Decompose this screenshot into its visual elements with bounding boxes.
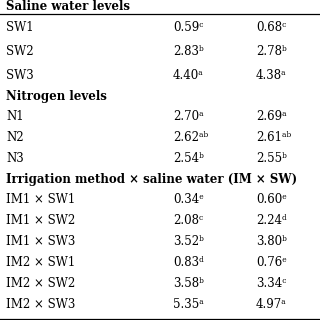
Text: IM2 × SW2: IM2 × SW2: [6, 277, 76, 291]
Text: IM1 × SW3: IM1 × SW3: [6, 236, 76, 248]
Text: 4.40ᵃ: 4.40ᵃ: [173, 69, 204, 83]
Text: 3.34ᶜ: 3.34ᶜ: [256, 277, 286, 291]
Text: 2.54ᵇ: 2.54ᵇ: [173, 152, 204, 165]
Text: N1: N1: [6, 110, 24, 124]
Text: 3.80ᵇ: 3.80ᵇ: [256, 236, 287, 248]
Text: 0.76ᵉ: 0.76ᵉ: [256, 256, 287, 269]
Text: N3: N3: [6, 152, 24, 165]
Text: Nitrogen levels: Nitrogen levels: [6, 91, 107, 103]
Text: 4.38ᵃ: 4.38ᵃ: [256, 69, 287, 83]
Text: SW2: SW2: [6, 45, 34, 58]
Text: IM1 × SW2: IM1 × SW2: [6, 214, 76, 228]
Text: Irrigation method × saline water (IM × SW): Irrigation method × saline water (IM × S…: [6, 173, 298, 187]
Text: IM2 × SW3: IM2 × SW3: [6, 299, 76, 311]
Text: IM1 × SW1: IM1 × SW1: [6, 194, 76, 206]
Text: 2.55ᵇ: 2.55ᵇ: [256, 152, 287, 165]
Text: N2: N2: [6, 132, 24, 144]
Text: 0.34ᵉ: 0.34ᵉ: [173, 194, 204, 206]
Text: IM2 × SW1: IM2 × SW1: [6, 256, 76, 269]
Text: SW3: SW3: [6, 69, 34, 83]
Text: 2.83ᵇ: 2.83ᵇ: [173, 45, 204, 58]
Text: 5.35ᵃ: 5.35ᵃ: [173, 299, 204, 311]
Text: 2.24ᵈ: 2.24ᵈ: [256, 214, 287, 228]
Text: Saline water levels: Saline water levels: [6, 0, 131, 13]
Text: 0.83ᵈ: 0.83ᵈ: [173, 256, 204, 269]
Text: 2.78ᵇ: 2.78ᵇ: [256, 45, 287, 58]
Text: SW1: SW1: [6, 21, 34, 34]
Text: 0.59ᶜ: 0.59ᶜ: [173, 21, 203, 34]
Text: 2.62ᵃᵇ: 2.62ᵃᵇ: [173, 132, 208, 144]
Text: 4.97ᵃ: 4.97ᵃ: [256, 299, 287, 311]
Text: 3.52ᵇ: 3.52ᵇ: [173, 236, 204, 248]
Text: 0.68ᶜ: 0.68ᶜ: [256, 21, 286, 34]
Text: 2.69ᵃ: 2.69ᵃ: [256, 110, 287, 124]
Text: 3.58ᵇ: 3.58ᵇ: [173, 277, 204, 291]
Text: 2.70ᵃ: 2.70ᵃ: [173, 110, 204, 124]
Text: 2.61ᵃᵇ: 2.61ᵃᵇ: [256, 132, 291, 144]
Text: 0.60ᵉ: 0.60ᵉ: [256, 194, 287, 206]
Text: 2.08ᶜ: 2.08ᶜ: [173, 214, 203, 228]
